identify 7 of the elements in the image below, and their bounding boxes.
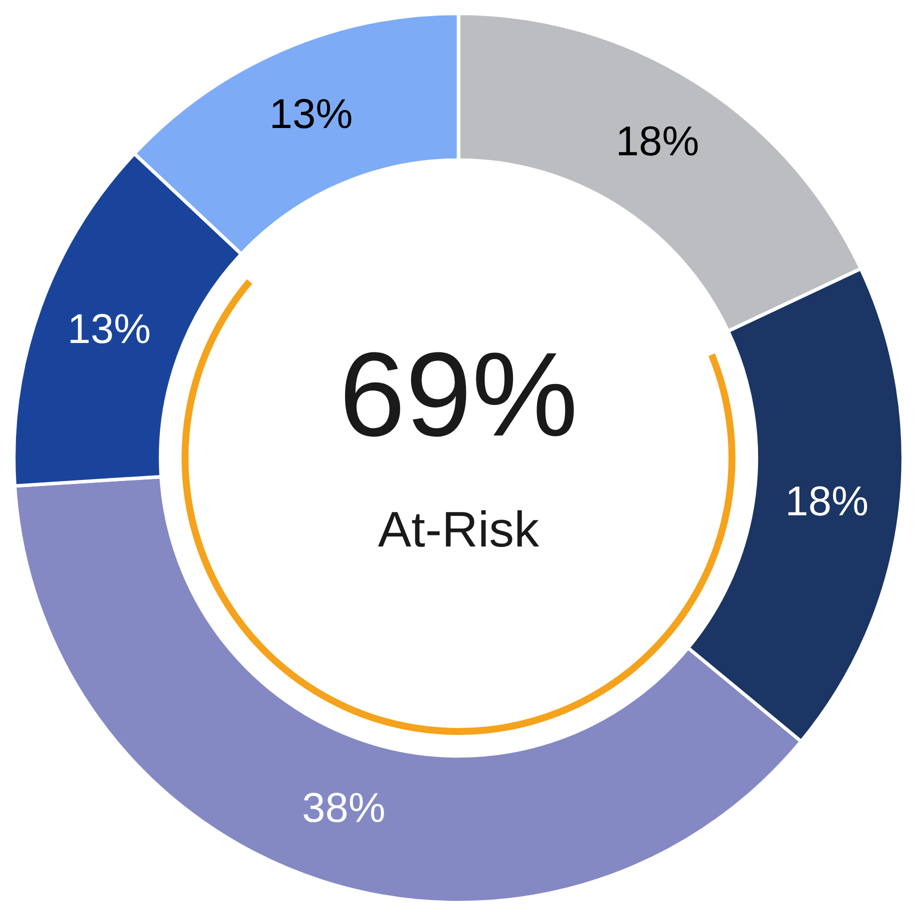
text: At-Risk <box>378 510 540 548</box>
text: 69% <box>345 352 574 437</box>
data-label: 38% <box>304 792 384 822</box>
data-label: 18% <box>788 486 868 516</box>
data-label: 18% <box>618 126 698 156</box>
data-label: 13% <box>272 98 352 128</box>
data-label: 13% <box>70 314 150 344</box>
